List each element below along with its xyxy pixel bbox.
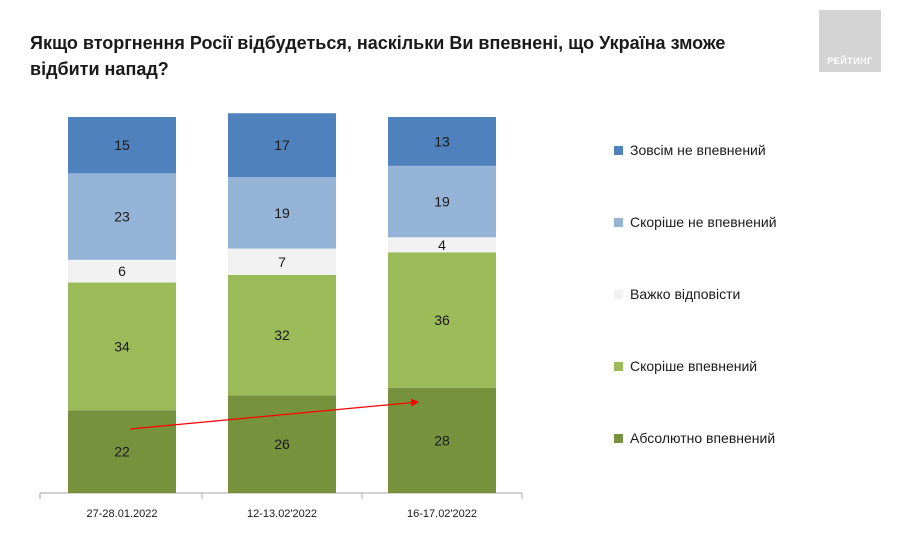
bar-segment xyxy=(228,248,336,275)
trend-arrow xyxy=(129,398,419,430)
x-tick-label: 27-28.01.2022 xyxy=(87,508,158,520)
data-label: 34 xyxy=(114,338,130,354)
legend-label: Скоріше не впевнений xyxy=(630,214,777,230)
bar-segment xyxy=(228,177,336,249)
data-label: 13 xyxy=(434,133,450,149)
data-label: 23 xyxy=(114,209,130,225)
data-label: 36 xyxy=(434,312,450,328)
legend-swatch xyxy=(614,218,623,227)
data-label: 4 xyxy=(438,237,446,253)
legend-swatch xyxy=(614,290,623,299)
bar-segment xyxy=(228,113,336,178)
legend-label: Зовсім не впевнений xyxy=(630,142,766,158)
bar-segment xyxy=(388,387,496,493)
legend-label: Важко відповісти xyxy=(630,286,740,302)
data-label: 32 xyxy=(274,327,290,343)
x-tick-label: 16-17.02'2022 xyxy=(407,508,477,520)
bar-segment xyxy=(228,274,336,396)
bar-segment xyxy=(68,173,176,260)
bar-segment xyxy=(388,165,496,238)
legend-swatch xyxy=(614,434,623,443)
data-label: 15 xyxy=(114,137,130,153)
bar-segment xyxy=(68,117,176,174)
logo-text: РЕЙТИНГ xyxy=(827,56,873,66)
data-label: 22 xyxy=(114,444,130,460)
legend-label: Скоріше впевнений xyxy=(630,358,757,374)
x-tick-label: 12-13.02'2022 xyxy=(247,508,317,520)
data-label: 26 xyxy=(274,436,290,452)
legend-label: Абсолютно впевнений xyxy=(630,430,775,446)
data-label: 28 xyxy=(434,432,450,448)
chart-title: Якщо вторгнення Росії відбудеться, наскі… xyxy=(30,33,726,79)
data-label: 19 xyxy=(274,205,290,221)
data-label: 7 xyxy=(278,254,286,270)
rating-logo: РЕЙТИНГ xyxy=(819,10,881,72)
bar-segment xyxy=(388,117,496,166)
bar-segment xyxy=(388,252,496,388)
data-label: 6 xyxy=(118,263,126,279)
data-label: 19 xyxy=(434,194,450,210)
data-label: 17 xyxy=(274,137,290,153)
bar-segment xyxy=(388,237,496,253)
legend-swatch xyxy=(614,362,623,371)
legend-swatch xyxy=(614,146,623,155)
bar-segment xyxy=(68,259,176,283)
bar-segment xyxy=(68,410,176,493)
bar-segment xyxy=(68,282,176,411)
